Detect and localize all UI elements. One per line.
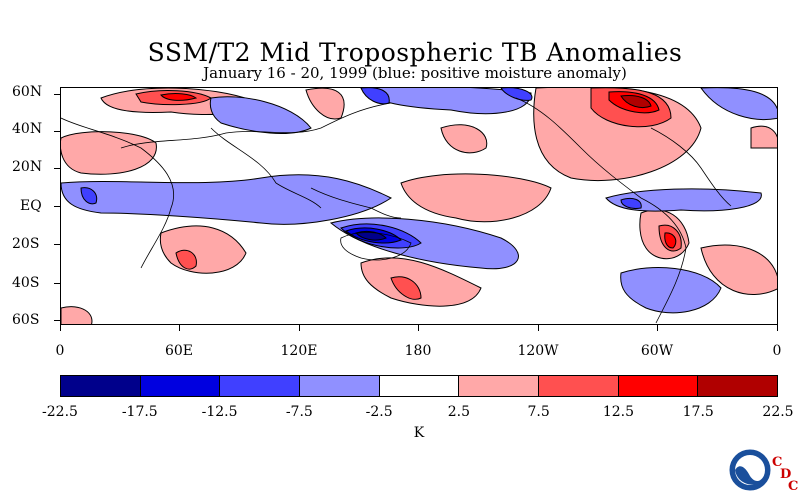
anomaly-region [440,124,488,154]
lon-label: 120E [280,343,318,359]
anomaly-region [305,88,345,120]
tick-mark [777,325,778,331]
legend-unit: K [413,425,425,441]
noaa-logo [728,448,772,492]
color-legend-level: 7.5 [527,404,550,420]
tick-mark [60,325,61,331]
lat-label: EQ [20,198,42,214]
color-legend-swatch [539,376,619,396]
color-legend-swatch [379,376,460,396]
tick-mark [54,131,60,132]
color-legend-swatch [698,376,778,396]
anomaly-region [605,188,762,212]
lat-label: 40S [12,275,40,291]
anomaly-region [700,244,777,295]
color-legend-level: -17.5 [121,404,158,420]
anomaly-region [620,267,722,314]
anomaly-region [159,225,247,274]
tick-mark [54,94,60,95]
lat-label: 60S [12,312,40,328]
anomaly-region [500,88,533,101]
negative-anomalies [61,88,777,314]
map-title: SSM/T2 Mid Tropospheric TB Anomalies [147,38,683,67]
color-legend-swatch [300,376,380,396]
tick-mark [179,325,180,331]
anomaly-region [61,131,157,175]
map-subtitle: January 16 - 20, 1999 (blue: positive mo… [203,64,627,82]
anomaly-region [80,187,98,205]
color-legend-level: 17.5 [682,404,714,420]
tick-mark [54,206,60,207]
color-legend-level: 12.5 [602,404,635,420]
lon-label: 180 [404,343,432,359]
positive-anomalies [61,88,777,324]
anomaly-region [620,95,652,109]
anomaly-region [175,249,197,270]
anomaly-region [61,306,93,324]
color-legend-level: -2.5 [365,404,393,420]
color-legend-swatch [618,376,699,396]
color-legend-level: -7.5 [285,404,313,420]
lat-label: 40N [12,121,43,137]
coastlines [61,97,732,324]
color-legend-bar [60,375,778,397]
anomaly-region [620,197,642,209]
tick-mark [657,325,658,331]
tick-mark [538,325,539,331]
tick-mark [299,325,300,331]
lon-label: 60W [640,343,674,359]
anomaly-field [61,88,777,324]
lon-label: 60E [164,343,194,359]
color-legend-level: 22.5 [762,404,794,420]
lat-label: 20N [12,159,43,175]
tick-mark [54,283,60,284]
tick-mark [54,320,60,321]
anomaly-region [390,276,422,300]
anomaly-region [700,88,777,120]
color-legend-swatch [61,376,141,396]
lat-label: 20S [12,236,40,252]
tick-mark [418,325,419,331]
color-legend-swatch [459,376,540,396]
anomaly-region [160,93,198,101]
lon-label: 0 [55,343,65,359]
tick-mark [54,168,60,169]
color-legend-swatch [220,376,301,396]
color-legend-level: -12.5 [201,404,238,420]
color-legend-level: 2.5 [447,404,471,420]
anomaly-region [209,96,312,134]
lon-label: 0 [772,343,782,359]
color-legend-swatch [140,376,221,396]
anomaly-region [360,88,532,115]
color-legend-level: -22.5 [42,404,78,420]
lon-label: 120W [517,343,559,359]
anomaly-region [400,173,552,223]
cdc-letter: D [780,467,792,482]
cdc-letter: C [788,479,799,494]
anomaly-region [664,232,677,249]
lat-label: 60N [12,84,43,100]
anomaly-region [61,174,392,225]
tick-mark [54,244,60,245]
anomaly-region [360,257,482,307]
anomaly-map [60,87,778,325]
anomaly-region [750,125,777,149]
cdc-letter: C [772,455,783,470]
